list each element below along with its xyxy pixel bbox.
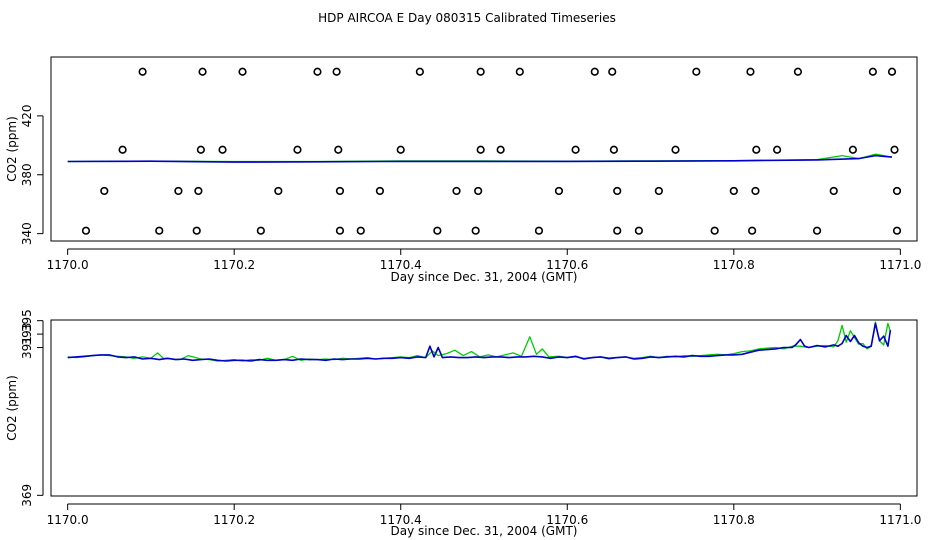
data-point bbox=[335, 226, 345, 235]
data-point bbox=[892, 186, 902, 196]
data-point bbox=[335, 186, 345, 196]
top-plot-frame bbox=[50, 56, 918, 242]
top-series bbox=[67, 153, 893, 163]
data-point bbox=[590, 67, 599, 76]
data-point bbox=[812, 226, 822, 235]
data-point bbox=[554, 186, 564, 196]
top-x-axis-label: Day since Dec. 31, 2004 (GMT) bbox=[391, 270, 578, 284]
data-point bbox=[194, 186, 203, 196]
data-point bbox=[892, 226, 902, 235]
data-point bbox=[890, 145, 899, 154]
data-point bbox=[534, 226, 544, 235]
x-tick-label: 1170.2 bbox=[213, 258, 255, 272]
data-point bbox=[848, 145, 857, 154]
data-point bbox=[256, 226, 265, 235]
bottom-x-axis-label: Day since Dec. 31, 2004 (GMT) bbox=[391, 524, 578, 538]
data-point bbox=[81, 226, 91, 235]
data-point bbox=[613, 186, 622, 196]
x-tick-label: 1170.0 bbox=[47, 513, 89, 527]
x-tick-label: 1170.8 bbox=[713, 513, 755, 527]
data-point bbox=[746, 67, 755, 76]
data-point bbox=[613, 226, 622, 235]
data-point bbox=[192, 226, 201, 235]
bottom-y-axis-label: CO2 (ppm) bbox=[5, 375, 19, 441]
data-point bbox=[829, 186, 838, 196]
data-point bbox=[313, 67, 322, 76]
y-tick-label: 420 bbox=[20, 104, 34, 127]
data-point bbox=[415, 67, 424, 76]
top-x-ticks: 1170.0 1170.2 1170.4 1170.6 1170.8 1171.0 bbox=[47, 248, 921, 272]
data-point bbox=[671, 145, 680, 154]
top-panel: Day since Dec. 31, 2004 (GMT) CO2 (ppm) … bbox=[5, 56, 921, 284]
figure-title: HDP AIRCOA E Day 080315 Calibrated Times… bbox=[318, 11, 616, 25]
series-line bbox=[67, 154, 893, 163]
y-tick-label: 395 bbox=[20, 309, 34, 332]
data-point bbox=[198, 67, 207, 76]
series-line bbox=[67, 321, 892, 362]
data-point bbox=[155, 226, 164, 235]
data-point bbox=[729, 186, 738, 196]
data-point bbox=[218, 145, 227, 154]
data-point bbox=[751, 186, 760, 196]
top-points bbox=[81, 67, 902, 235]
data-point bbox=[471, 226, 480, 235]
data-point bbox=[293, 145, 302, 154]
y-tick-label: 393 bbox=[20, 323, 34, 346]
data-point bbox=[476, 67, 485, 76]
data-point bbox=[138, 67, 147, 76]
data-point bbox=[196, 145, 205, 154]
data-point bbox=[748, 226, 757, 235]
bottom-x-ticks: 1170.0 1170.2 1170.4 1170.6 1170.8 1171.0 bbox=[47, 503, 921, 527]
data-point bbox=[476, 145, 485, 154]
x-tick-label: 1170.8 bbox=[713, 258, 755, 272]
data-point bbox=[609, 145, 619, 154]
data-point bbox=[515, 67, 524, 76]
data-point bbox=[868, 67, 877, 76]
data-point bbox=[100, 186, 109, 196]
data-point bbox=[396, 145, 405, 154]
bottom-plot-frame bbox=[50, 319, 918, 497]
x-tick-label: 1170.6 bbox=[546, 513, 588, 527]
data-point bbox=[433, 226, 442, 235]
data-point bbox=[474, 186, 483, 196]
bottom-panel: Day since Dec. 31, 2004 (GMT) CO2 (ppm) … bbox=[5, 309, 921, 538]
data-point bbox=[332, 67, 341, 76]
data-point bbox=[334, 145, 343, 154]
x-tick-label: 1171.0 bbox=[879, 258, 921, 272]
top-y-axis-label: CO2 (ppm) bbox=[5, 116, 19, 182]
x-tick-label: 1170.4 bbox=[380, 258, 422, 272]
data-point bbox=[793, 67, 803, 76]
bottom-series bbox=[67, 321, 892, 362]
series-line bbox=[67, 322, 892, 362]
y-tick-label: 380 bbox=[20, 163, 34, 186]
data-point bbox=[274, 186, 283, 196]
x-tick-label: 1170.2 bbox=[213, 513, 255, 527]
data-point bbox=[634, 226, 643, 235]
data-point bbox=[496, 145, 505, 154]
data-point bbox=[752, 145, 761, 154]
data-point bbox=[375, 186, 385, 196]
data-point bbox=[571, 145, 580, 154]
data-point bbox=[608, 67, 617, 76]
data-point bbox=[118, 145, 127, 154]
y-tick-label: 369 bbox=[20, 484, 34, 507]
data-point bbox=[654, 186, 663, 196]
y-tick-label: 340 bbox=[20, 222, 34, 245]
y-tick-label: 391 bbox=[20, 336, 34, 359]
data-point bbox=[887, 67, 897, 76]
data-point bbox=[692, 67, 701, 76]
x-tick-label: 1171.0 bbox=[879, 513, 921, 527]
data-point bbox=[710, 226, 719, 235]
data-point bbox=[174, 186, 183, 196]
data-point bbox=[452, 186, 461, 196]
data-point bbox=[356, 226, 365, 235]
data-point bbox=[773, 145, 782, 154]
x-tick-label: 1170.0 bbox=[47, 258, 89, 272]
x-tick-label: 1170.6 bbox=[546, 258, 588, 272]
data-point bbox=[238, 67, 247, 76]
top-y-ticks: 340 380 420 bbox=[20, 104, 44, 245]
x-tick-label: 1170.4 bbox=[380, 513, 422, 527]
